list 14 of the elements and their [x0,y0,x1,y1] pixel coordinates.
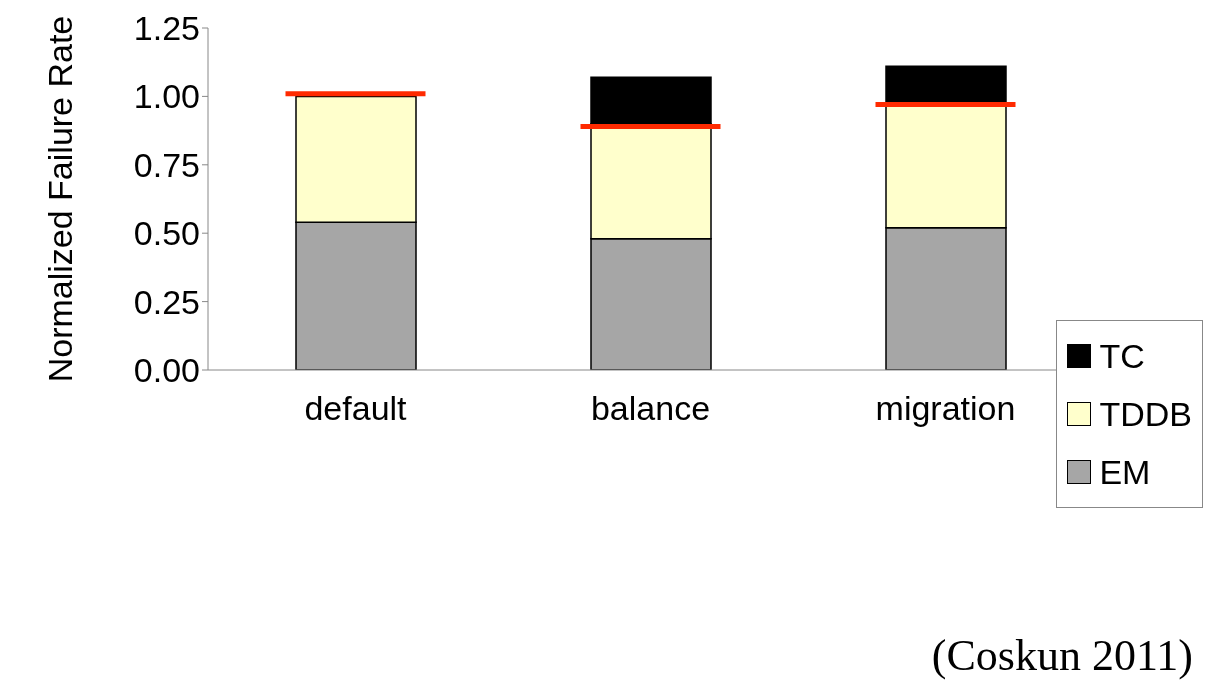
x-tick-label: balance [590,389,711,428]
legend-label: TDDB [1099,394,1192,435]
y-axis-title: Normalized Failure Rate [41,15,79,383]
y-tick-label: 0.50 [133,214,200,253]
y-tick-label: 0.75 [133,145,200,184]
y-tick-label: 1.00 [133,77,200,116]
text: (Coskun 2011) [931,630,1193,681]
y-tick-label: 0.25 [133,282,200,321]
x-tick-label: migration [875,389,1016,428]
legend-label: EM [1099,452,1151,493]
y-tick-label: 0.00 [133,351,200,390]
y-tick-label: 1.25 [133,9,200,48]
x-tick-label: default [304,389,408,428]
legend-label: TC [1099,336,1145,377]
